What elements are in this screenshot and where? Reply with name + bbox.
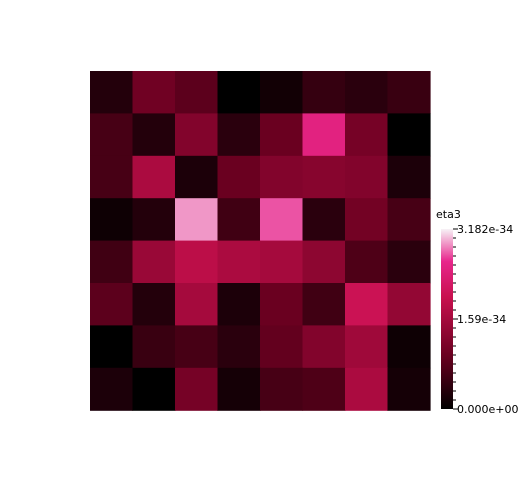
heatmap-cell [302,155,346,199]
colorbar-mid-label: 1.59e-34 [457,313,506,326]
heatmap-cell [217,155,261,199]
heatmap-cell [175,155,219,199]
heatmap-cell [175,283,219,326]
heatmap-cell [302,240,346,284]
heatmap-cell [387,283,431,326]
heatmap-cell [260,240,304,284]
heatmap-cell [132,240,176,284]
heatmap-cell [217,367,261,411]
heatmap-cell [387,198,431,242]
heatmap-cell [217,240,261,284]
heatmap-cell [260,325,304,369]
heatmap-cell [302,367,346,411]
heatmap-cell [132,155,176,199]
heatmap-cell [345,198,389,242]
colorbar-min-label: 0.000e+00 [457,403,518,416]
heatmap-cell [217,71,261,114]
heatmap-cell [302,283,346,326]
heatmap-cell [302,325,346,369]
heatmap-cell [345,71,389,114]
heatmap-cell [260,198,304,242]
heatmap-cell [387,71,431,114]
heatmap-cell [302,71,346,114]
heatmap-cell [217,283,261,326]
heatmap-cell [345,283,389,326]
heatmap-cell [175,367,219,411]
heatmap-cell [132,113,176,157]
heatmap-cell [90,198,134,242]
heatmap-cell [260,71,304,114]
colorbar-title: eta3 [436,208,461,221]
heatmap-cell [260,283,304,326]
heatmap-cell [175,325,219,369]
heatmap-cell [175,240,219,284]
colorbar-ticks [453,228,458,410]
heatmap-cell [345,113,389,157]
heatmap-cell [387,113,431,157]
colorbar-gradient [441,229,453,409]
heatmap-cell [302,113,346,157]
heatmap-cell [175,71,219,114]
heatmap-cell [217,113,261,157]
heatmap-cell [90,155,134,199]
heatmap-cell [217,198,261,242]
heatmap-cell [260,113,304,157]
heatmap-cell [387,155,431,199]
heatmap-cell [90,367,134,411]
heatmap-cell [90,325,134,369]
heatmap-cell [175,113,219,157]
heatmap-cell [387,325,431,369]
heatmap-cell [132,325,176,369]
heatmap-cell [345,325,389,369]
heatmap-cell [217,325,261,369]
heatmap-cell [345,240,389,284]
heatmap-cell [90,240,134,284]
heatmap-cell [387,367,431,411]
heatmap-cell [90,113,134,157]
heatmap-cell [132,283,176,326]
heatmap-cell [387,240,431,284]
heatmap-grid [90,71,431,411]
heatmap-cell [175,198,219,242]
heatmap-cell [132,71,176,114]
colorbar-max-label: 3.182e-34 [457,223,513,236]
heatmap-cell [90,71,134,114]
heatmap-cell [132,367,176,411]
heatmap-cell [260,155,304,199]
heatmap-cell [90,283,134,326]
heatmap-cell [132,198,176,242]
heatmap-cell [260,367,304,411]
colorbar: eta3 3.182e-34 1.59e-34 0.000e+00 [436,208,518,416]
heatmap-cell [302,198,346,242]
heatmap-cell [345,367,389,411]
heatmap-cell [345,155,389,199]
